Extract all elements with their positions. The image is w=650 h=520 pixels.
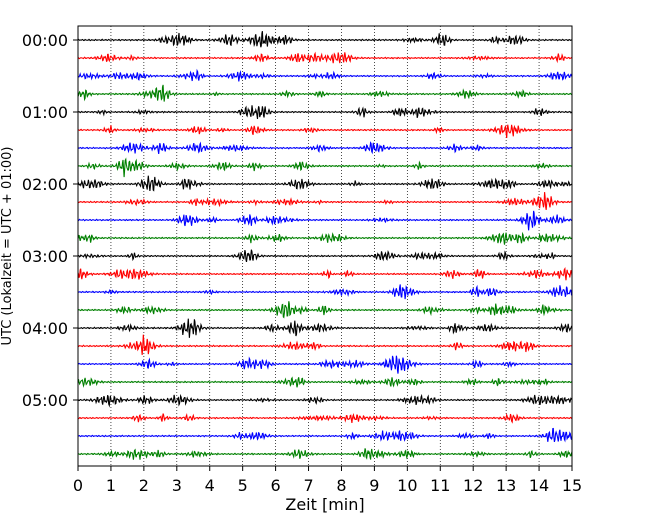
x-tick-label: 13 (496, 476, 516, 495)
x-tick-label: 3 (172, 476, 182, 495)
x-axis: 0 1 2 3 4 5 6 7 8 9 10 11 12 13 14 15 (73, 466, 582, 495)
trace-line (77, 31, 573, 48)
trace-line (77, 68, 573, 82)
x-tick-label: 6 (271, 476, 281, 495)
y-tick-label: 03:00 (22, 247, 68, 266)
x-tick-label: 12 (463, 476, 483, 495)
trace-line (77, 141, 573, 155)
trace-line (77, 51, 573, 64)
trace-line (77, 231, 573, 245)
trace-line (77, 318, 573, 338)
seismic-traces (77, 31, 573, 460)
x-tick-label: 9 (369, 476, 379, 495)
x-tick-label: 5 (238, 476, 248, 495)
trace-line (77, 376, 573, 388)
trace-line (77, 105, 573, 120)
x-tick-label: 14 (529, 476, 549, 495)
trace-line (77, 427, 573, 443)
x-tick-label: 0 (73, 476, 83, 495)
x-tick-label: 11 (430, 476, 450, 495)
trace-line (77, 393, 573, 408)
trace-line (77, 192, 573, 210)
x-tick-label: 15 (562, 476, 582, 495)
y-axis-label: UTC (Lokalzeit = UTC + 01:00) (0, 147, 15, 346)
trace-line (78, 249, 573, 263)
trace-line (77, 448, 573, 460)
x-axis-label: Zeit [min] (285, 495, 364, 514)
y-tick-label: 04:00 (22, 319, 68, 338)
x-tick-label: 10 (397, 476, 417, 495)
x-tick-label: 7 (303, 476, 313, 495)
x-tick-label: 4 (205, 476, 215, 495)
trace-line (77, 301, 573, 319)
trace-line (77, 284, 573, 300)
y-tick-label: 00:00 (22, 31, 68, 50)
trace-line (77, 355, 573, 374)
y-tick-label: 01:00 (22, 103, 68, 122)
trace-line (77, 210, 573, 231)
trace-line (77, 157, 573, 178)
plot-background (78, 26, 572, 466)
grid-lines (110, 26, 540, 466)
trace-line (77, 266, 573, 281)
x-tick-label: 8 (336, 476, 346, 495)
y-axis: 00:00 01:00 02:00 03:00 04:00 05:00 (22, 31, 78, 410)
trace-line (77, 412, 573, 424)
y-tick-label: 05:00 (22, 391, 68, 410)
trace-line (77, 175, 573, 192)
y-tick-label: 02:00 (22, 175, 68, 194)
x-tick-label: 1 (106, 476, 116, 495)
x-tick-label: 2 (139, 476, 149, 495)
trace-line (77, 334, 573, 355)
plot-frame (77, 25, 573, 467)
trace-line (77, 84, 573, 102)
trace-line (77, 124, 573, 139)
